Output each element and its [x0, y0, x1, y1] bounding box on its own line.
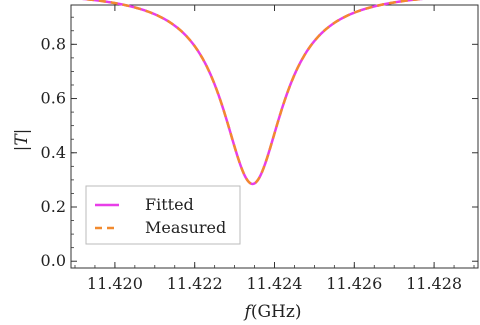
- x-tick-label: 11.420: [87, 274, 143, 293]
- x-axis-label-variable: f: [243, 302, 254, 322]
- y-tick-label: 0.2: [41, 197, 66, 216]
- x-axis-label: f(GHz): [243, 302, 302, 322]
- x-axis-ticks: 11.420 11.422 11.424 11.426 11.428: [74, 5, 475, 293]
- y-tick-label: 0.4: [41, 143, 66, 162]
- series-line-measured: [81, 0, 424, 186]
- y-tick-label: 0.8: [41, 34, 66, 53]
- x-tick-label: 11.426: [326, 274, 382, 293]
- legend-box: [85, 185, 241, 245]
- x-tick-label: 11.422: [167, 274, 223, 293]
- y-tick-label: 0.0: [41, 251, 66, 270]
- x-tick-label: 11.428: [406, 274, 462, 293]
- series-layer: [81, 0, 424, 186]
- series-line-fitted: [81, 0, 424, 186]
- y-axis-label: |T|: [12, 129, 32, 152]
- y-tick-label: 0.6: [41, 89, 66, 108]
- legend: Fitted Measured: [85, 185, 241, 245]
- y-axis-ticks: 0.0 0.2 0.4 0.6 0.8: [41, 16, 478, 270]
- legend-label-measured: Measured: [145, 218, 226, 237]
- x-tick-label: 11.424: [247, 274, 303, 293]
- legend-label-fitted: Fitted: [145, 195, 194, 214]
- x-axis-label-unit: (GHz): [251, 302, 302, 322]
